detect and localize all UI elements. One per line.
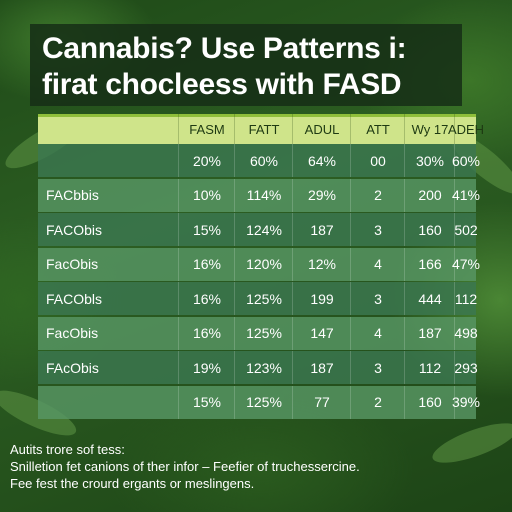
table-cell: 502 [454,213,478,246]
table-cell: 60% [452,144,480,177]
table-cell: 199 [292,282,351,315]
table-cell: 10% [178,178,235,212]
table-cell: 124% [234,213,293,246]
table-cell: 3 [350,213,405,246]
table-cell: 60% [234,144,293,177]
table-row: FacObis 16% 120% 12% 4 166 47% [38,247,480,281]
table-cell: 2 [350,385,405,419]
table-cell: 3 [350,282,405,315]
table-cell: 187 [292,351,351,384]
table-cell: 187 [404,316,455,350]
row-label: FACObis [46,221,103,238]
column-header: ADUL [292,114,351,144]
table-cell: 64% [292,144,351,177]
table-cell: 15% [178,385,235,419]
table-row: FACObis 15% 124% 187 3 160 502 [38,213,478,246]
table-cell: 147 [292,316,351,350]
table-cell: 125% [234,385,293,419]
table-cell: 125% [234,282,293,315]
row-label [38,144,186,177]
column-header: Wy 17 [404,114,455,144]
column-header: ATT [350,114,405,144]
chart-title-line-2: firat chocleess with FASD [42,68,402,101]
table-cell: 4 [350,316,405,350]
table-cell: 16% [178,247,235,281]
table-cell: 200 [404,178,455,212]
table-row: FACObls 16% 125% 199 3 444 112 [38,282,477,315]
table-row: 15% 125% 77 2 160 39% [38,385,480,419]
table-row: FACbbis 10% 114% 29% 2 200 41% [38,178,480,212]
table-row: 20% 60% 64% 00 30% 60% [38,144,480,177]
column-header: FASM [178,114,235,144]
footer-line-3: Fee fest the crourd ergants or meslingen… [10,476,255,491]
footer-line-1: Autits trore sof tess: [10,442,125,457]
table-cell: 39% [452,385,480,419]
table-row: FacObis 16% 125% 147 4 187 498 [38,316,478,350]
table-cell: 120% [234,247,293,281]
table-cell: 12% [292,247,351,281]
table-cell: 187 [292,213,351,246]
table-cell: 2 [350,178,405,212]
table-cell: 125% [234,316,293,350]
header-accent-bar [38,114,476,117]
table-cell: 293 [454,351,478,384]
table-cell: 29% [292,178,351,212]
data-table: FASM FATT ADUL ATT Wy 17 ADEH 20% 60% 64% 00 30% 60… [38,114,484,419]
table-cell: 3 [350,351,405,384]
column-header: ADEH [448,114,484,144]
table-cell: 444 [404,282,455,315]
title-banner: Cannabis? Use Patterns i: firat choclees… [30,24,462,106]
row-label [38,386,186,419]
table-cell: 160 [404,213,455,246]
column-header [38,114,186,144]
table-cell: 166 [404,247,455,281]
table-header-row: FASM FATT ADUL ATT Wy 17 ADEH [38,114,484,144]
row-label: FACObls [46,290,103,307]
table-cell: 4 [350,247,405,281]
row-label: FACbbis [46,187,99,203]
footer-line-2: Snilletion fet canions of ther infor – F… [10,459,360,474]
table-cell: 112 [454,282,477,315]
footer-notes: Autits trore sof tess: Snilletion fet ca… [10,441,504,492]
table-cell: 19% [178,351,235,384]
row-label: FacObis [46,256,99,272]
column-header: FATT [234,114,293,144]
table-cell: 16% [178,316,235,350]
table-cell: 20% [178,144,235,177]
table-row: FAcObis 19% 123% 187 3 112 293 [38,351,478,384]
chart-title-line-1: Cannabis? Use Patterns i: [42,32,407,65]
table-cell: 114% [234,178,293,212]
table-cell: 112 [404,351,455,384]
table-cell: 41% [452,178,480,212]
table-cell: 77 [292,385,351,419]
table-cell: 30% [404,144,455,177]
table-cell: 00 [350,144,405,177]
table-cell: 498 [454,316,478,350]
row-label: FAcObis [46,359,99,376]
table-cell: 15% [178,213,235,246]
table-cell: 123% [234,351,293,384]
table-cell: 47% [452,247,480,281]
table-cell: 16% [178,282,235,315]
row-label: FacObis [46,325,99,341]
table-cell: 160 [404,385,455,419]
